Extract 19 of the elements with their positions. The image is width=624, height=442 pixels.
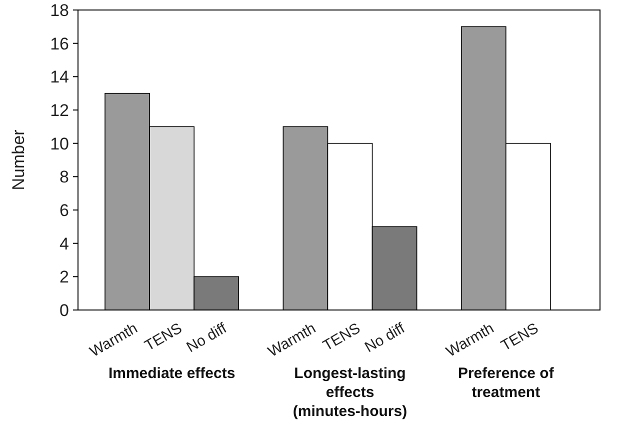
y-tick-label: 2 bbox=[60, 268, 69, 287]
y-tick-label: 18 bbox=[50, 0, 69, 20]
y-tick-label: 6 bbox=[60, 200, 69, 220]
y-tick-label: 8 bbox=[60, 168, 69, 187]
y-tick-label: 16 bbox=[50, 34, 69, 54]
text: Preference of treatment bbox=[458, 365, 555, 401]
x-tick-label: No diff bbox=[184, 319, 230, 356]
y-tick-label: 0 bbox=[60, 300, 69, 320]
y-tick-label: 4 bbox=[60, 234, 69, 254]
y-tick-label: 12 bbox=[50, 100, 69, 120]
text: Immediate effects bbox=[108, 365, 236, 382]
x-tick-label: No diff bbox=[362, 319, 409, 356]
x-tick-label: TENS bbox=[142, 320, 186, 355]
x-tick-label: TENS bbox=[320, 320, 364, 355]
y-tick-label: 14 bbox=[50, 68, 69, 87]
x-tick-label: TENS bbox=[498, 320, 542, 355]
y-axis-title: Number bbox=[9, 129, 28, 190]
y-tick-label: 10 bbox=[50, 134, 69, 154]
text: Longest-lasting effects (minutes-hours) bbox=[292, 365, 408, 420]
